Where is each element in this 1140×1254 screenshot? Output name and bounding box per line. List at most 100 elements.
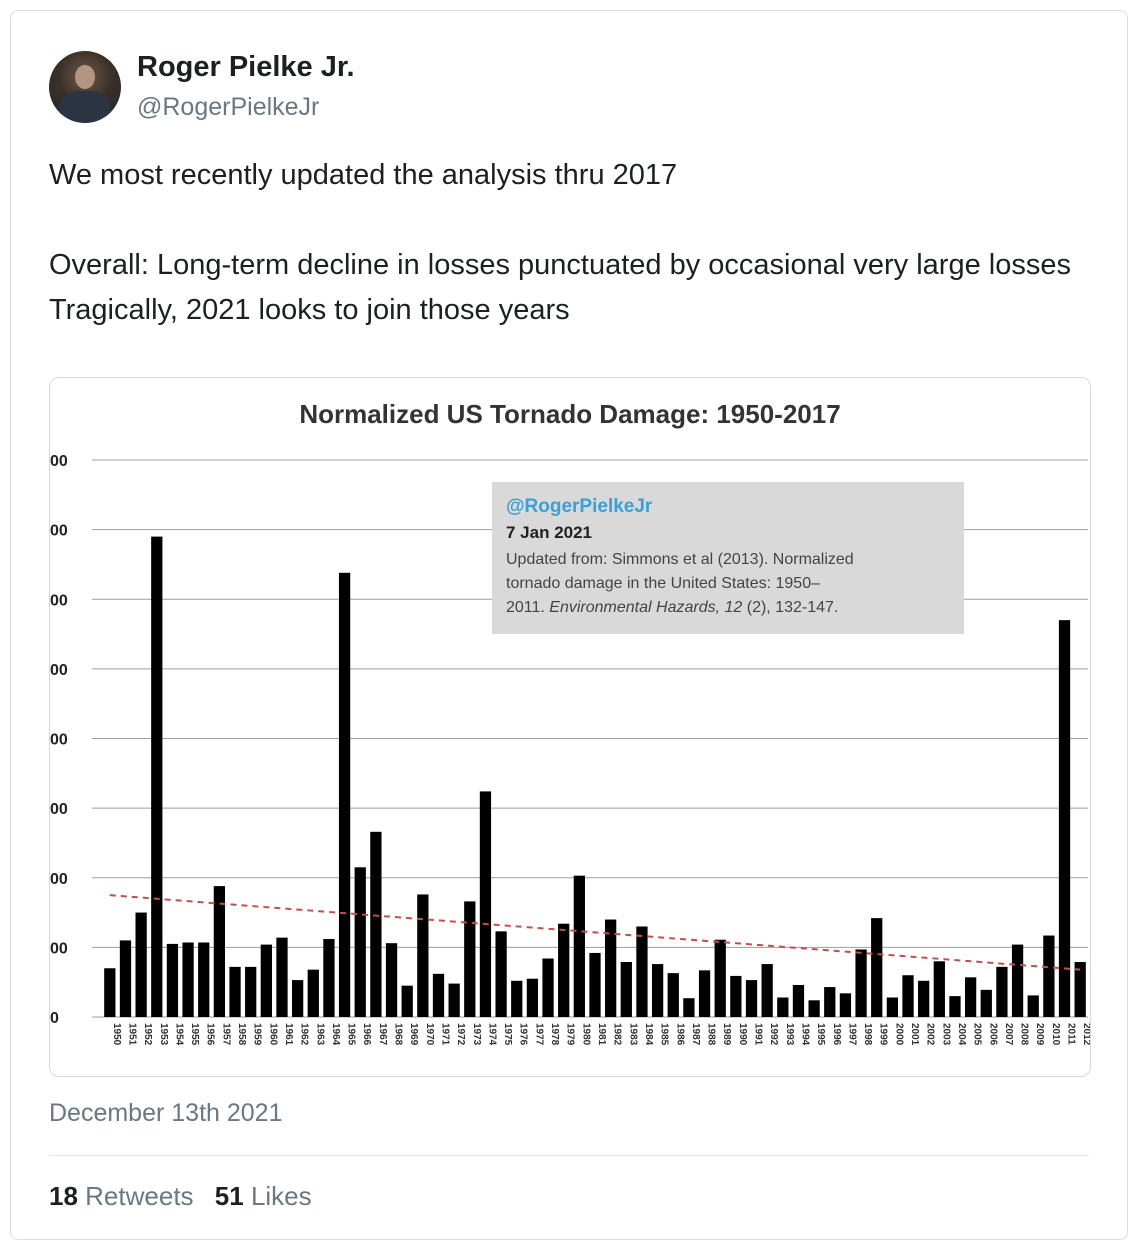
tweet-text-line-3: Overall: Long-term decline in losses pun… [49,249,1071,281]
bar-1951 [119,940,132,1017]
x-tick-label: 1988 [706,1023,717,1046]
bar-1975 [495,931,507,1017]
x-tick-label: 1954 [173,1023,184,1046]
x-tick-label: 2001 [909,1023,920,1046]
bar-1967 [370,831,382,1017]
x-tick-label: 1997 [846,1023,857,1046]
author-name[interactable]: Roger Pielke Jr. [137,51,355,83]
bar-1969 [401,985,413,1017]
tweet-card: Roger Pielke Jr. @RogerPielkeJr We most … [10,10,1128,1240]
x-tick-label: 1973 [471,1023,482,1046]
bar-1980 [573,875,585,1017]
x-tick-label: 1952 [142,1023,153,1046]
annotation-line-2: tornado damage in the United States: 195… [506,575,820,592]
y-tick-label: 00 [50,662,68,679]
x-tick-label: 1957 [220,1023,231,1046]
x-tick-label: 1970 [424,1023,435,1046]
bar-1956 [198,942,210,1017]
x-tick-label: 1992 [768,1023,779,1046]
bar-1987 [683,998,695,1017]
bar-1957 [213,886,226,1017]
x-tick-label: 2004 [956,1023,967,1046]
x-tick-label: 1984 [643,1023,654,1046]
y-tick-label: 00 [50,871,68,888]
x-tick-label: 1974 [486,1023,497,1046]
tornado-damage-chart: Normalized US Tornado Damage: 1950-2017 … [50,399,1090,1046]
avatar-body [59,91,111,123]
tweet-timestamp[interactable]: December 13th 2021 [49,1099,283,1127]
y-tick-label: 00 [50,801,68,818]
bar-2007 [996,966,1008,1017]
x-tick-label: 1990 [737,1023,748,1046]
divider [49,1155,1089,1156]
bar-1990 [730,975,742,1017]
chart-title: Normalized US Tornado Damage: 1950-2017 [299,399,840,429]
x-tick-label: 2003 [940,1023,951,1046]
x-tick-label: 1982 [612,1023,623,1046]
x-tick-label: 1979 [565,1023,576,1046]
y-tick-label: 00 [50,523,68,540]
bar-2008 [1011,944,1024,1017]
bar-1984 [636,926,648,1017]
x-tick-label: 1971 [439,1023,450,1046]
tweet-media-chart[interactable]: Normalized US Tornado Damage: 1950-2017 … [49,377,1091,1077]
bar-1961 [276,937,288,1017]
bar-2000 [886,997,898,1017]
bar-2012 [1074,961,1086,1017]
bar-2010 [1043,935,1055,1017]
annotation-background [492,482,964,634]
x-tick-label: 1956 [205,1023,216,1046]
retweets-stat[interactable]: 18 Retweets [49,1181,194,1211]
tweet-text: We most recently updated the analysis th… [49,153,1099,333]
bar-1993 [777,997,789,1017]
x-tick-label: 1978 [549,1023,560,1046]
x-tick-label: 1965 [346,1023,357,1046]
bar-1999 [871,918,883,1017]
chart-trendline [109,894,1081,971]
avatar[interactable] [49,51,121,123]
x-tick-label: 1953 [158,1023,169,1046]
bar-2002 [918,980,930,1017]
retweets-label: Retweets [85,1181,194,1211]
bar-1992 [761,964,773,1017]
x-tick-label: 1964 [330,1023,341,1046]
annotation-date: 7 Jan 2021 [506,523,592,542]
x-tick-label: 1985 [659,1023,670,1046]
bar-1979 [558,923,570,1017]
x-tick-label: 1968 [393,1023,404,1046]
x-tick-label: 1993 [784,1023,795,1046]
x-tick-label: 1989 [721,1023,732,1046]
bar-1952 [135,912,147,1017]
annotation-line-1: Updated from: Simmons et al (2013). Norm… [506,551,854,568]
x-tick-label: 1999 [878,1023,889,1046]
x-tick-label: 1983 [627,1023,638,1046]
x-tick-label: 1959 [252,1023,263,1046]
bar-2006 [980,989,992,1017]
bar-2005 [964,977,977,1017]
x-tick-label: 1969 [408,1023,419,1046]
tweet-text-gap [49,198,1099,243]
bar-1995 [808,1000,820,1017]
bar-1989 [714,939,726,1017]
retweets-count: 18 [49,1181,78,1211]
bar-1998 [855,949,867,1017]
x-tick-label: 2006 [987,1023,998,1046]
avatar-face [75,65,95,89]
author-handle[interactable]: @RogerPielkeJr [137,93,320,121]
x-tick-label: 1958 [236,1023,247,1046]
x-tick-label: 1963 [314,1023,325,1046]
likes-stat[interactable]: 51 Likes [215,1181,312,1211]
chart-bars [104,536,1086,1017]
x-tick-label: 1977 [533,1023,544,1046]
x-tick-label: 1987 [690,1023,701,1046]
bar-1955 [182,942,194,1017]
x-tick-label: 2012 [1081,1023,1090,1046]
x-tick-label: 1961 [283,1023,294,1046]
bar-1978 [542,958,554,1017]
x-tick-label: 2007 [1003,1023,1014,1046]
bar-1981 [589,952,601,1017]
x-tick-label: 1995 [815,1023,826,1046]
x-tick-label: 1980 [580,1023,591,1046]
bar-1962 [292,980,304,1017]
